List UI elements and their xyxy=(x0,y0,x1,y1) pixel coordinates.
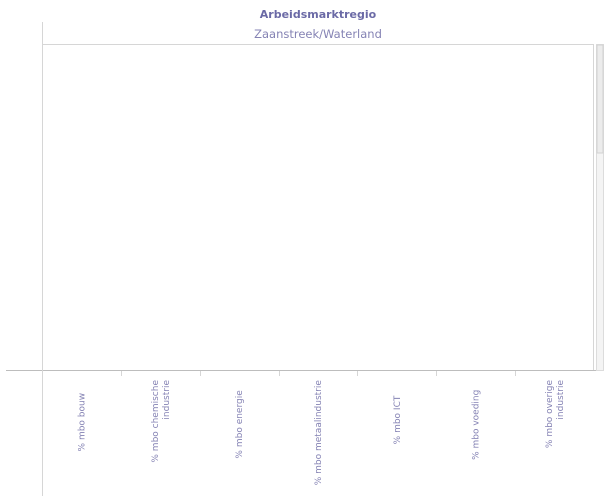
category-ticks xyxy=(121,371,516,376)
category-label: % mbo chemische industrie xyxy=(151,380,172,463)
category-label-line: % mbo energie xyxy=(235,390,245,459)
category-label-line: industrie xyxy=(556,380,566,420)
category-label-line: % mbo voeding xyxy=(472,390,482,460)
category-label: % mbo bouw xyxy=(77,393,87,452)
category-label: % mbo ICT xyxy=(393,395,403,444)
chart-subtitle: Zaanstreek/Waterland xyxy=(254,27,382,41)
category-label: % mbo overige industrie xyxy=(545,380,566,449)
category-label-line: % mbo chemische xyxy=(151,380,161,463)
vertical-scrollbar-thumb[interactable] xyxy=(596,44,604,154)
chart-title: Arbeidsmarktregio xyxy=(260,8,377,21)
category-label-line: % mbo overige xyxy=(545,380,555,449)
category-label: % mbo voeding xyxy=(472,390,482,460)
category-labels: % mbo bouw% mbo chemische industrie% mbo … xyxy=(77,380,566,486)
category-label-line: % mbo ICT xyxy=(393,395,403,444)
category-label-line: industrie xyxy=(162,380,172,420)
category-label: % mbo energie xyxy=(235,390,245,459)
plot-area xyxy=(42,44,594,371)
category-label-line: % mbo metaalindustrie xyxy=(314,380,324,486)
category-label: % mbo metaalindustrie xyxy=(314,380,324,486)
category-label-line: % mbo bouw xyxy=(77,393,87,452)
